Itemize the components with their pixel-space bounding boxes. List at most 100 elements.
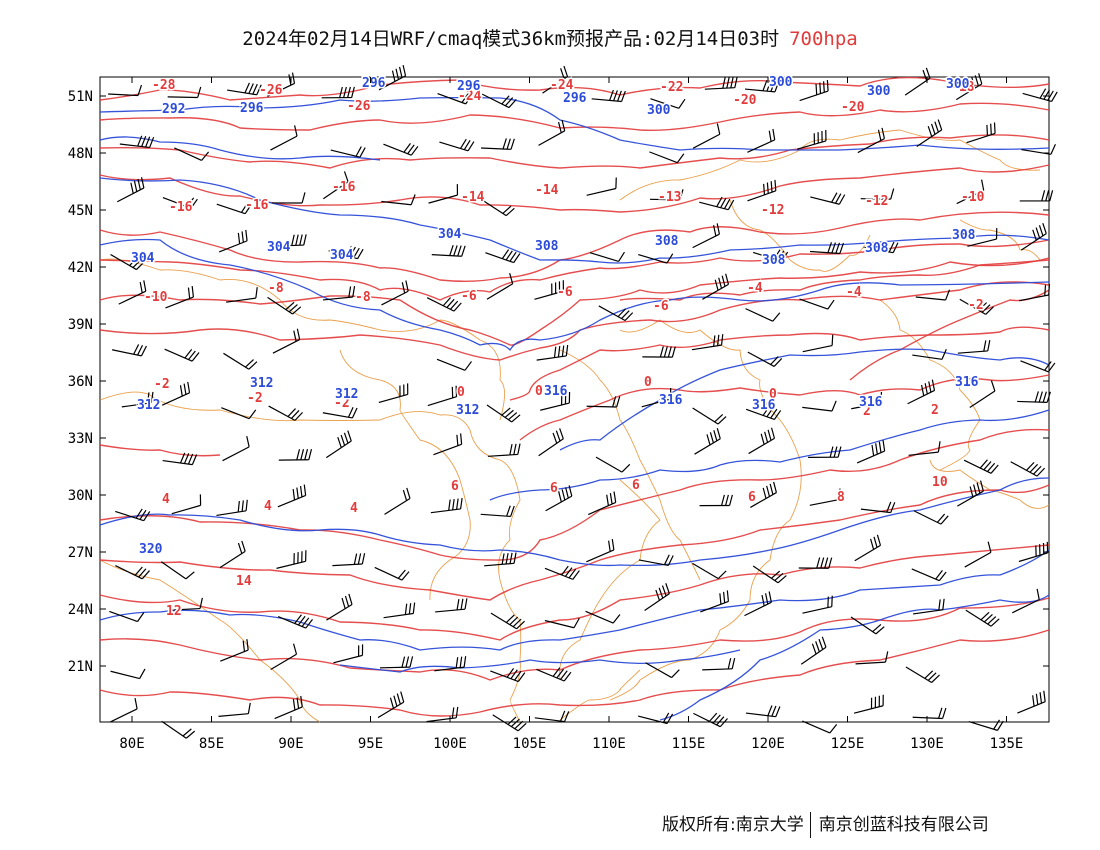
wind-barb: [165, 286, 194, 309]
wind-barb: [860, 501, 896, 514]
wind-barb: [850, 616, 885, 635]
temperature-label: 6: [451, 479, 459, 494]
wind-barb: [272, 328, 301, 354]
lon-tick-label: 85E: [199, 736, 224, 752]
border-line: [959, 219, 1041, 261]
temperature-label: -16: [332, 180, 356, 195]
wind-barb: [267, 72, 296, 97]
title-text: 2024年02月14日WRF/cmaq模式36km预报产品:02月14日03时: [242, 28, 780, 50]
wind-barb: [591, 89, 626, 103]
height-label: 312: [137, 398, 160, 413]
wind-barb: [160, 561, 195, 580]
wind-barb: [748, 427, 776, 455]
height-label: 308: [762, 253, 786, 268]
wind-barb: [430, 497, 463, 514]
lon-tick-label: 110E: [592, 736, 626, 752]
wind-barb: [747, 179, 777, 202]
temperature-labels: -28 -26-26-24-24 -22-20 -20-18-16 -16-16-14-…: [143, 77, 987, 621]
temperature-isotherm: [519, 374, 1050, 441]
wind-barb: [226, 287, 258, 303]
wind-barb: [856, 440, 886, 464]
wind-barb: [321, 86, 355, 99]
wind-barb: [1010, 461, 1046, 477]
height-label: 304: [438, 227, 462, 242]
wind-barb: [851, 391, 883, 410]
wind-barb: [699, 494, 733, 507]
temperature-label: 6: [550, 481, 558, 496]
height-contour: [99, 238, 1050, 352]
temperature-label: -8: [355, 290, 371, 305]
wind-barb: [796, 129, 827, 150]
wind-barb: [745, 406, 782, 421]
temperature-label: -6: [461, 289, 477, 304]
wind-barb: [536, 667, 572, 682]
height-label: 312: [335, 387, 358, 402]
wind-barb: [111, 344, 147, 357]
wind-barb: [700, 590, 730, 613]
temperature-label: -10: [961, 190, 985, 205]
wind-barb: [480, 198, 515, 217]
wind-barb: [227, 82, 262, 96]
wind-barb: [1017, 391, 1051, 403]
height-label: 308: [535, 239, 559, 254]
wind-barb: [905, 666, 940, 684]
wind-barb: [490, 667, 526, 683]
wind-barb: [913, 510, 949, 525]
wind-barb: [486, 404, 521, 423]
height-label: 296: [457, 79, 481, 94]
wind-barb: [121, 391, 154, 408]
temperature-isotherm: [99, 629, 1050, 717]
wind-barb: [968, 719, 1004, 731]
temperature-label: -6: [653, 299, 669, 314]
wind-barb: [216, 499, 248, 517]
wind-barb: [323, 171, 349, 200]
lon-tick-label: 100E: [433, 736, 467, 752]
wind-barb: [219, 540, 246, 569]
wind-barb: [645, 662, 680, 679]
wind-barb: [699, 196, 735, 211]
wind-barb: [167, 86, 202, 99]
wind-barb: [589, 251, 625, 263]
wind-barb: [381, 280, 409, 306]
footer: 版权所有:南京大学 南京创蓝科技有限公司: [662, 810, 989, 838]
wind-barb: [586, 177, 617, 196]
wind-barb: [916, 119, 943, 148]
wind-barb: [437, 93, 473, 105]
wind-barb: [912, 348, 947, 360]
height-label: 296: [362, 76, 386, 91]
axis-ticks: 80E 85E 90E 95E 100E 105E 110E 115E 120E 125E 130E…: [68, 77, 1049, 752]
wind-barb: [704, 76, 738, 90]
temperature-label: -2: [334, 396, 350, 411]
height-label: 320: [139, 542, 163, 557]
wind-barb: [799, 80, 829, 102]
wind-barb: [965, 609, 1000, 627]
wind-barb: [544, 617, 580, 629]
height-labels: 292 296 296 296 296 300 300 300 300 304 304 304 304 3…: [130, 74, 981, 559]
wind-barb: [118, 280, 147, 305]
border-line: [729, 199, 871, 272]
wind-barb: [322, 407, 358, 419]
wind-barb: [702, 657, 736, 671]
wind-barb: [542, 65, 569, 94]
border-line: [99, 258, 505, 421]
lat-tick-label: 21N: [68, 659, 93, 675]
wind-barb: [1018, 541, 1049, 563]
temperature-label: 0: [769, 387, 777, 402]
wind-barb: [964, 541, 992, 568]
wind-barb: [912, 707, 947, 720]
height-contour: [339, 649, 741, 673]
lat-tick-label: 42N: [68, 260, 93, 276]
wind-barb: [162, 197, 198, 209]
lon-tick-label: 120E: [751, 736, 785, 752]
temperature-isotherm: [99, 281, 1050, 361]
height-label: 300: [647, 103, 671, 118]
wind-barb: [536, 344, 569, 361]
height-label: 292: [162, 102, 185, 117]
temperature-isotherm: [99, 428, 1050, 561]
height-label: 304: [131, 251, 155, 266]
wind-barb: [863, 241, 899, 254]
wind-barb: [809, 242, 844, 255]
temperature-label: 4: [350, 501, 358, 516]
height-label: 308: [865, 241, 889, 256]
copyright-text: 版权所有:南京大学: [662, 815, 804, 835]
